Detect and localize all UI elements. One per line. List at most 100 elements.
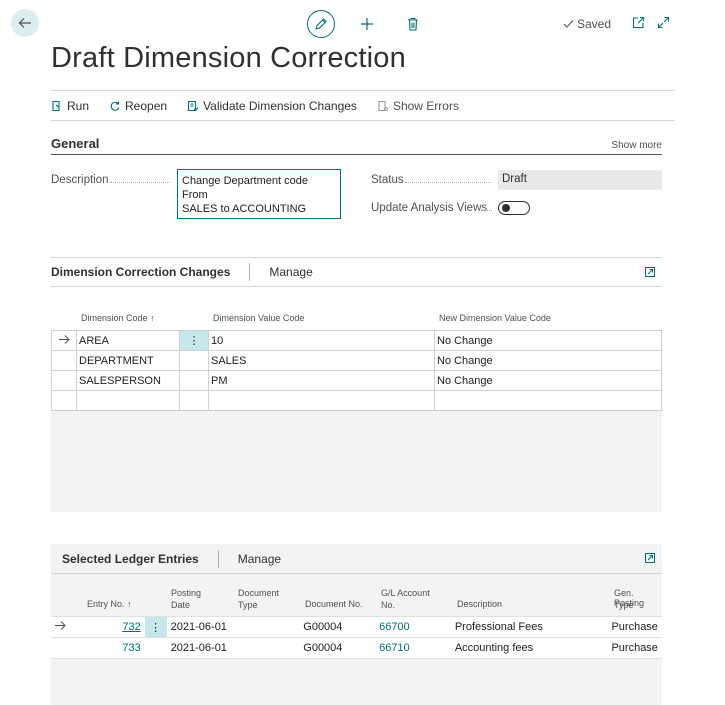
- dimension-code-cell[interactable]: AREA: [76, 330, 180, 351]
- arrow-left-icon: [18, 18, 31, 28]
- document-no-cell: G00004: [299, 616, 376, 638]
- table-row[interactable]: 732 ⋮ 2021-06-01 G00004 66700 Profession…: [51, 616, 662, 638]
- expand-part-icon: [645, 267, 655, 277]
- gl-account-link[interactable]: 66710: [379, 642, 410, 654]
- show-more-link[interactable]: Show more: [611, 140, 662, 151]
- description-leader: [110, 182, 170, 183]
- col-dimension-code[interactable]: Dimension Code ↑: [81, 313, 155, 323]
- dimension-code-cell[interactable]: SALESPERSON: [76, 370, 180, 391]
- expand-button[interactable]: [657, 16, 670, 32]
- row-menu-button[interactable]: ⋮: [179, 330, 209, 351]
- validate-dimension-changes-action[interactable]: Validate Dimension Changes: [187, 99, 357, 113]
- row-indicator: [51, 616, 71, 638]
- dimension-code-cell[interactable]: DEPARTMENT: [76, 350, 180, 371]
- col-dimension-value-code[interactable]: Dimension Value Code: [213, 313, 305, 323]
- new-dimension-value-cell[interactable]: [434, 390, 662, 411]
- delete-button[interactable]: [403, 14, 423, 34]
- ledger-manage-button[interactable]: Manage: [237, 551, 282, 566]
- dimension-changes-title[interactable]: Dimension Correction Changes: [51, 265, 231, 279]
- dimension-value-cell[interactable]: SALES: [208, 350, 435, 371]
- col-new-dimension-value-code[interactable]: New Dimension Value Code: [439, 313, 551, 323]
- ledger-entries-header: Selected Ledger Entries Manage: [51, 544, 662, 574]
- status-label: Status: [371, 174, 404, 186]
- run-action[interactable]: Run: [51, 99, 89, 113]
- col-document-type-line1[interactable]: Document: [238, 588, 280, 598]
- ledger-expand-button[interactable]: [644, 552, 656, 567]
- general-title: General: [51, 136, 100, 151]
- col-posting-date-line2[interactable]: Date: [171, 600, 191, 610]
- col-gen-posting-line2[interactable]: Type: [614, 600, 634, 610]
- col-gen-posting-line1[interactable]: Gen. Posting: [614, 588, 645, 608]
- update-analysis-leader: [478, 210, 492, 211]
- col-document-type-line2[interactable]: Type: [238, 600, 258, 610]
- back-button[interactable]: [11, 9, 39, 37]
- gl-account-cell[interactable]: 66710: [375, 637, 451, 659]
- saved-label: Saved: [577, 17, 612, 31]
- col-gl-account-line2[interactable]: No.: [381, 600, 396, 610]
- ledger-entries-part: Selected Ledger Entries Manage Entry No.…: [51, 544, 662, 705]
- trash-icon: [408, 17, 418, 31]
- reopen-action[interactable]: Reopen: [109, 99, 167, 113]
- table-row[interactable]: DEPARTMENT SALES No Change: [51, 350, 662, 371]
- row-indicator: [51, 390, 77, 411]
- entry-no-cell[interactable]: 733: [70, 637, 145, 659]
- row-indicator: [51, 350, 77, 371]
- show-errors-action[interactable]: Show Errors: [377, 99, 459, 113]
- col-description[interactable]: Description: [457, 599, 503, 609]
- table-row[interactable]: AREA ⋮ 10 No Change: [51, 330, 662, 351]
- new-button[interactable]: [357, 14, 377, 34]
- row-indicator: [51, 370, 77, 391]
- entry-no-link[interactable]: 733: [122, 642, 141, 654]
- entry-no-cell[interactable]: 732: [70, 616, 145, 638]
- run-icon: [51, 100, 63, 112]
- col-entry-no[interactable]: Entry No. ↑: [87, 599, 132, 609]
- description-label: Description: [51, 174, 109, 186]
- dimension-value-cell[interactable]: PM: [208, 370, 435, 391]
- edit-button[interactable]: [307, 10, 335, 38]
- table-row[interactable]: SALESPERSON PM No Change: [51, 370, 662, 391]
- new-dimension-value-cell[interactable]: No Change: [434, 370, 662, 391]
- update-analysis-toggle[interactable]: [498, 201, 530, 215]
- row-indicator: [51, 330, 77, 351]
- dimension-manage-button[interactable]: Manage: [269, 265, 313, 279]
- dimension-value-cell[interactable]: 10: [208, 330, 435, 351]
- row-menu-cell: [179, 370, 209, 391]
- table-row[interactable]: 733 2021-06-01 G00004 66710 Accounting f…: [51, 637, 662, 659]
- separator: [249, 263, 251, 281]
- reopen-icon: [109, 100, 121, 112]
- col-posting-date-line1[interactable]: Posting: [171, 588, 202, 598]
- col-gl-account-line1[interactable]: G/L Account: [381, 588, 430, 598]
- row-indicator: [51, 637, 71, 659]
- action-bar: Run Reopen Validate Dimension Changes Sh…: [51, 90, 675, 121]
- dimension-changes-header: Dimension Correction Changes Manage: [51, 257, 662, 287]
- col-document-no[interactable]: Document No.: [305, 599, 363, 609]
- gl-account-cell[interactable]: 66700: [375, 616, 451, 638]
- pencil-icon: [315, 18, 327, 30]
- new-dimension-value-cell[interactable]: No Change: [434, 350, 662, 371]
- window-controls: [632, 16, 670, 32]
- expand-part-icon: [645, 553, 655, 563]
- row-menu-button[interactable]: ⋮: [144, 616, 167, 638]
- description-field[interactable]: Change Department code From SALES to ACC…: [177, 169, 341, 219]
- document-no-cell: G00004: [299, 637, 376, 659]
- show-errors-icon: [377, 100, 389, 112]
- open-new-window-button[interactable]: [632, 16, 645, 32]
- saved-status: Saved: [563, 17, 611, 31]
- new-dimension-value-cell[interactable]: No Change: [434, 330, 662, 351]
- document-type-cell: [232, 637, 300, 659]
- entry-no-link[interactable]: 732: [122, 621, 141, 633]
- row-menu-cell: [179, 350, 209, 371]
- table-row-empty[interactable]: [51, 390, 662, 411]
- general-section-header[interactable]: General Show more: [51, 135, 662, 155]
- dimension-changes-table: AREA ⋮ 10 No Change DEPARTMENT SALES No …: [51, 330, 662, 411]
- validate-label: Validate Dimension Changes: [203, 98, 357, 113]
- dimension-expand-button[interactable]: [644, 266, 656, 281]
- reopen-label: Reopen: [125, 98, 168, 113]
- dimension-value-cell[interactable]: [208, 390, 435, 411]
- row-menu-cell: [179, 390, 209, 411]
- ledger-entries-title[interactable]: Selected Ledger Entries: [62, 551, 199, 566]
- toggle-knob: [502, 204, 510, 212]
- gl-account-link[interactable]: 66700: [379, 621, 410, 633]
- page-title: Draft Dimension Correction: [51, 42, 406, 74]
- dimension-code-cell[interactable]: [76, 390, 180, 411]
